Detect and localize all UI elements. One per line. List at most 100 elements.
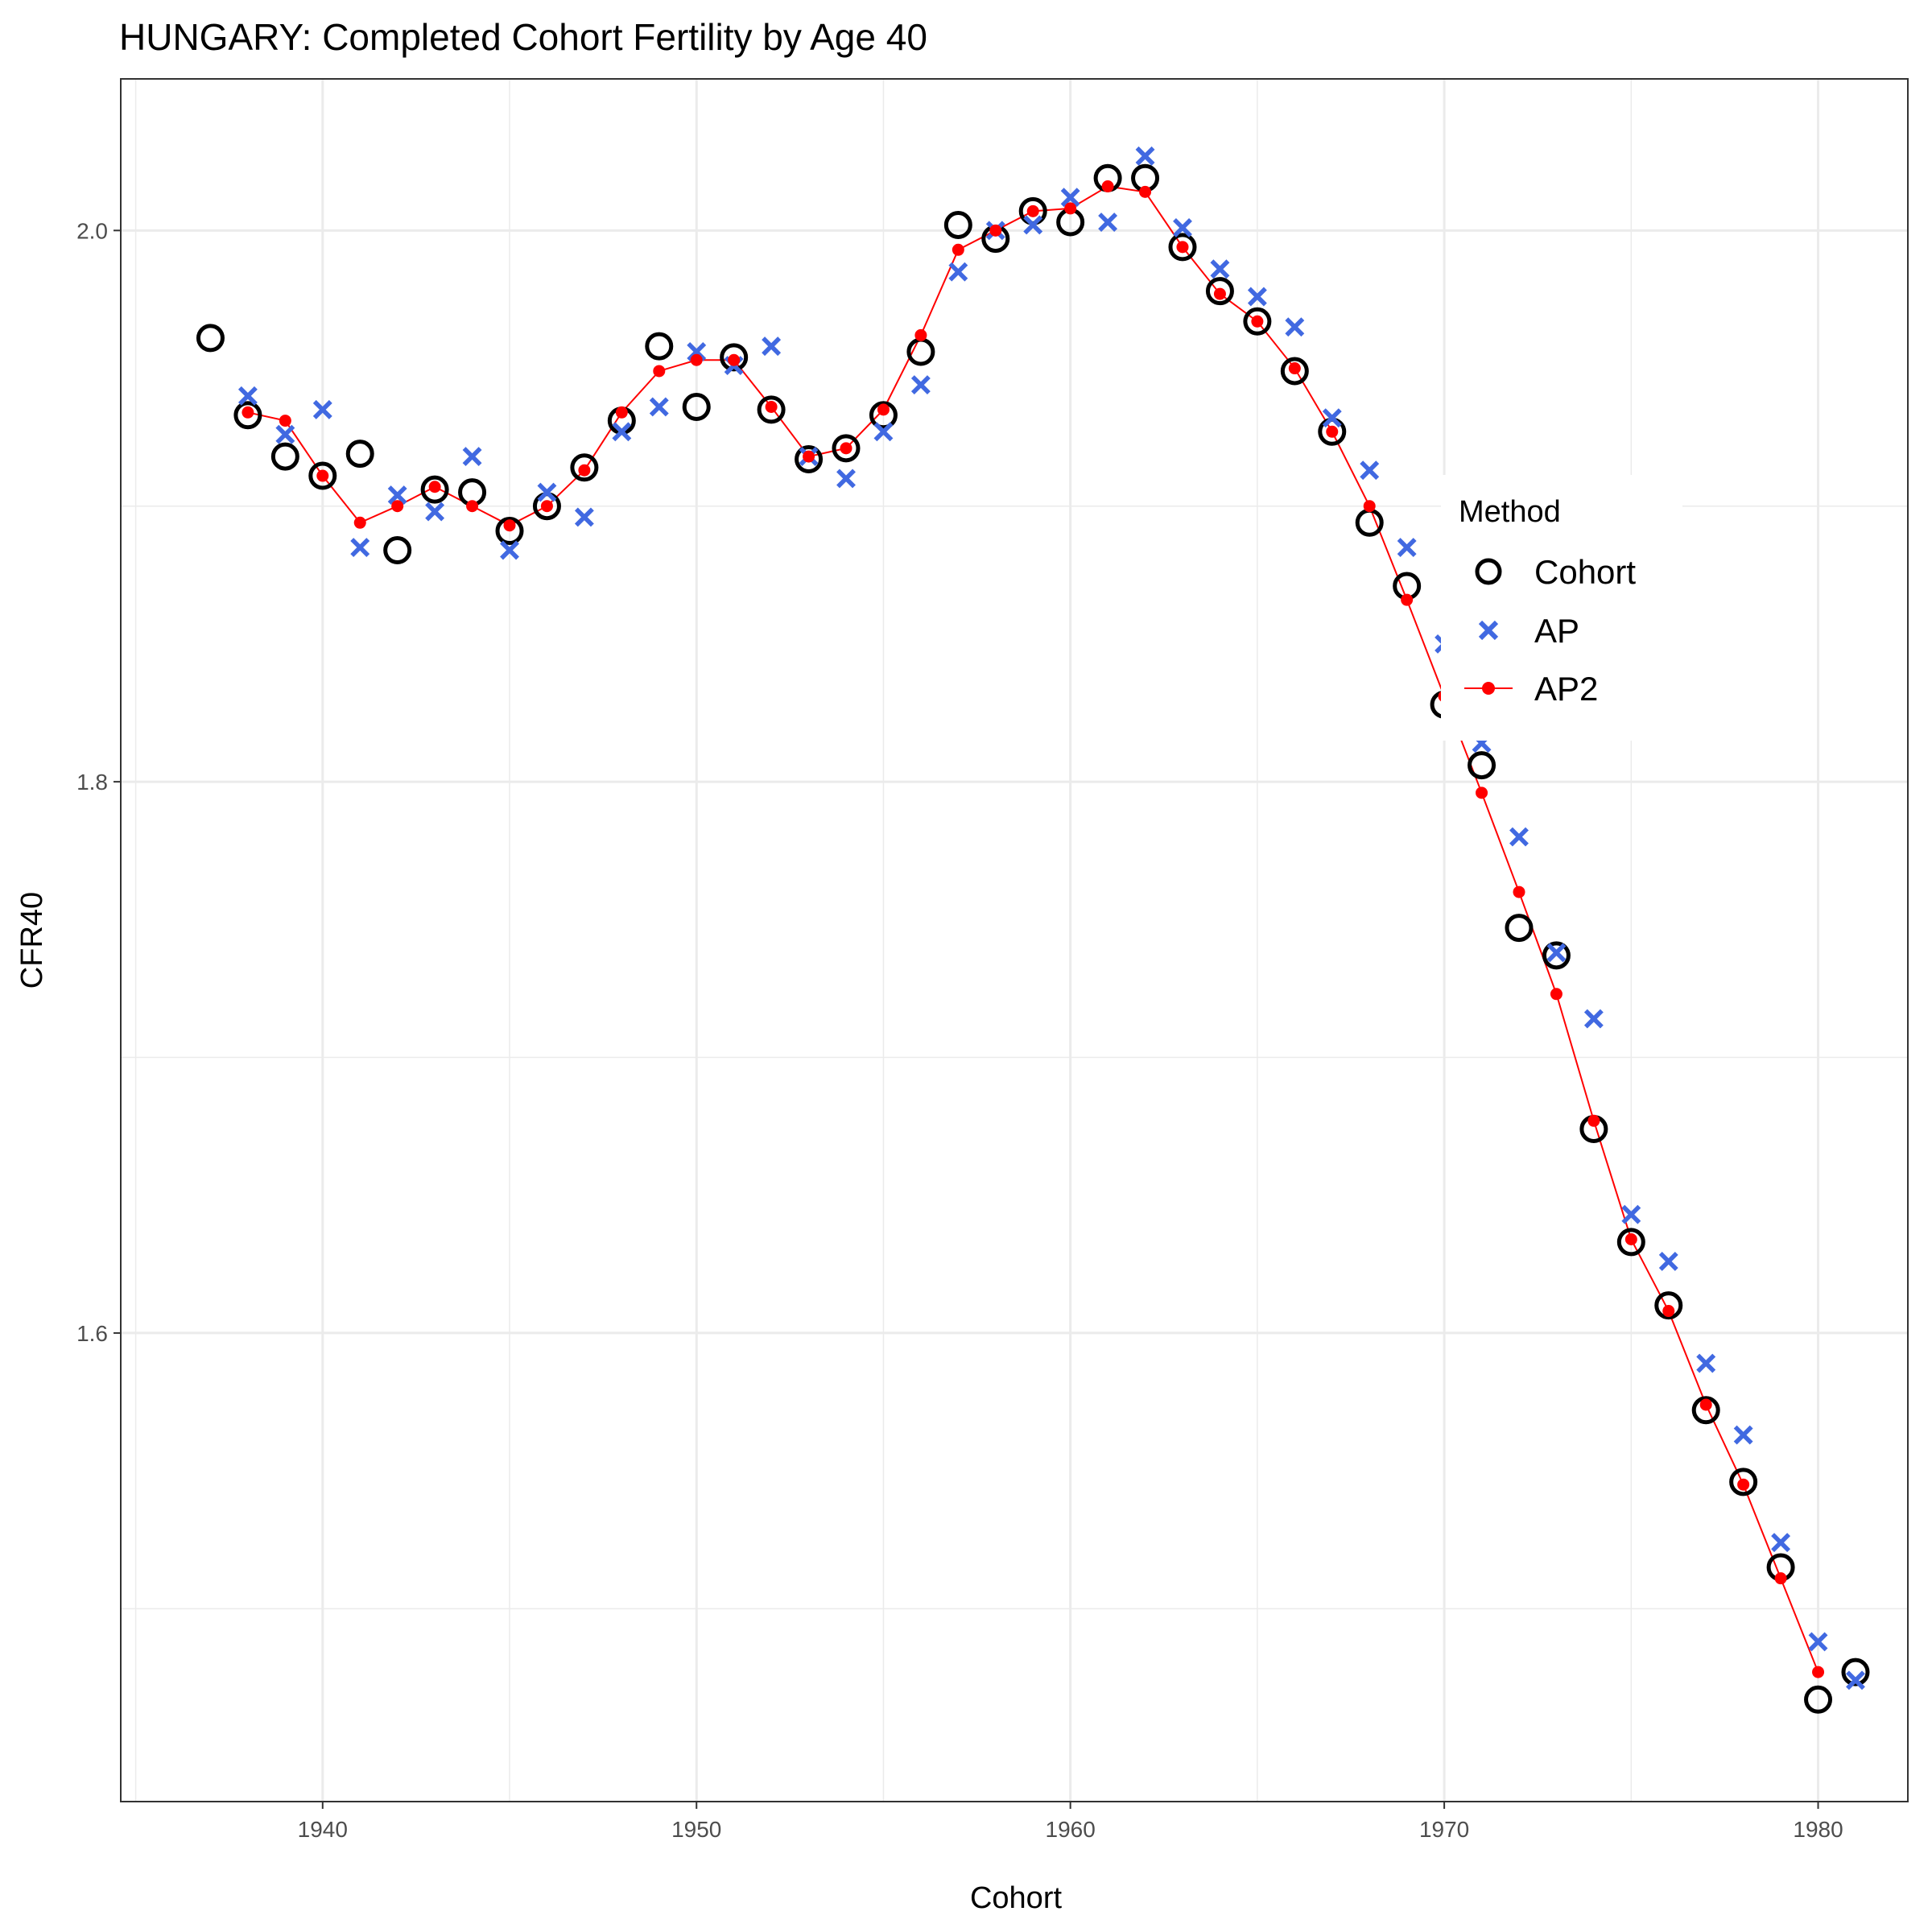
- x-axis: 1940 1950 1960 1970 1980: [298, 1802, 1843, 1842]
- cohort-point: [720, 343, 749, 372]
- ap-point: [873, 422, 894, 442]
- ap-point: [1285, 317, 1305, 337]
- ap2-point: [1326, 425, 1339, 438]
- ap-point: [425, 502, 445, 522]
- ap2-point: [540, 500, 553, 513]
- cohort-point: [832, 434, 861, 463]
- ap-point: [1210, 259, 1230, 279]
- cohort-point: [1542, 941, 1571, 970]
- y-tick-label: 1.8: [76, 770, 108, 795]
- ap2-point: [1476, 786, 1488, 799]
- ap-point: [574, 507, 594, 527]
- ap-point: [1696, 1353, 1716, 1373]
- y-tick-label: 1.6: [76, 1321, 108, 1346]
- ap2-point: [1401, 593, 1414, 606]
- ap-point: [275, 424, 295, 444]
- ap2-point: [1662, 1305, 1675, 1318]
- legend-label-ap: AP: [1534, 612, 1579, 650]
- y-tick-label: 2.0: [76, 218, 108, 243]
- ap2-point: [1812, 1666, 1825, 1678]
- legend-x-icon: [1478, 620, 1499, 641]
- cohort-point: [1841, 1657, 1870, 1686]
- ap2-point: [1513, 886, 1525, 898]
- x-tick-label: 1950: [671, 1817, 721, 1842]
- cohort-point: [682, 392, 711, 421]
- ap2-point: [578, 464, 591, 477]
- cohort-point: [1654, 1291, 1683, 1320]
- ap2-point: [914, 328, 927, 341]
- ap2-point: [1363, 500, 1376, 513]
- ap-point: [687, 342, 707, 361]
- ap-point: [948, 262, 968, 282]
- cohort-point: [1243, 307, 1272, 336]
- ap2-point: [989, 224, 1002, 237]
- legend-entry-cohort: Cohort: [1475, 553, 1636, 591]
- legend-label-cohort: Cohort: [1534, 553, 1636, 591]
- ap2-point: [690, 353, 703, 366]
- cohort-point: [383, 536, 412, 565]
- x-tick-label: 1960: [1046, 1817, 1096, 1842]
- ap2-point: [1213, 287, 1226, 300]
- ap-point: [312, 399, 332, 419]
- ap2-point: [1288, 362, 1301, 375]
- ap-point: [1360, 460, 1380, 481]
- ap2-point: [1587, 1114, 1600, 1127]
- legend: Method Cohort AP AP2: [1441, 475, 1682, 741]
- legend-background: [1441, 475, 1682, 741]
- ap2-point: [353, 516, 366, 529]
- ap-point: [1846, 1670, 1865, 1690]
- ap2-point: [728, 353, 741, 366]
- cohort-point: [1691, 1396, 1720, 1425]
- x-axis-title: Cohort: [970, 1881, 1062, 1915]
- cohort-point: [233, 401, 262, 430]
- points-layer: [196, 146, 1870, 1714]
- ap2-point: [503, 519, 516, 532]
- ap-point: [1509, 827, 1529, 847]
- ap-point: [1397, 538, 1417, 558]
- gridlines: [121, 79, 1908, 1802]
- cohort-point: [1468, 751, 1496, 780]
- ap2-point: [615, 406, 628, 419]
- ap-point: [500, 540, 519, 560]
- cohort-point: [1505, 914, 1534, 943]
- ap2-point: [391, 500, 404, 513]
- cohort-point: [420, 475, 449, 504]
- cohort-point: [795, 445, 824, 474]
- cohort-point: [196, 324, 225, 353]
- ap-point: [387, 485, 407, 505]
- ap-point: [1173, 217, 1192, 237]
- cohort-point: [645, 332, 674, 361]
- ap-point: [537, 482, 557, 502]
- ap2-point: [952, 243, 964, 256]
- x-tick-label: 1980: [1793, 1817, 1843, 1842]
- ap-point: [649, 397, 669, 417]
- ap2-point: [1064, 202, 1077, 215]
- legend-title: Method: [1459, 495, 1561, 529]
- ap2-point: [840, 442, 852, 455]
- cohort-point: [270, 442, 299, 471]
- plot-panel: [121, 79, 1908, 1802]
- ap-point: [836, 469, 856, 489]
- chart-title: HUNGARY: Completed Cohort Fertility by A…: [119, 16, 927, 58]
- ap-point: [1322, 408, 1342, 428]
- cohort-point: [1168, 233, 1197, 262]
- ap-point: [1808, 1632, 1828, 1652]
- ap2-point: [428, 481, 441, 493]
- x-tick-label: 1940: [298, 1817, 348, 1842]
- ap2-point: [242, 406, 254, 419]
- cohort-point: [345, 440, 374, 469]
- legend-entry-ap2: AP2: [1464, 670, 1598, 708]
- ap-point: [1583, 1009, 1604, 1029]
- ap2-point: [877, 403, 890, 416]
- cohort-point: [943, 210, 972, 239]
- ap-point: [1060, 188, 1080, 208]
- y-axis: 1.6 1.8 2.0: [76, 218, 121, 1346]
- legend-dot-icon: [1482, 682, 1495, 695]
- ap-point: [1771, 1533, 1791, 1553]
- ap-point: [762, 336, 782, 357]
- ap2-point: [316, 469, 329, 482]
- panel-border: [120, 78, 1909, 1802]
- legend-label-ap2: AP2: [1534, 670, 1598, 708]
- ap-point: [1247, 287, 1267, 307]
